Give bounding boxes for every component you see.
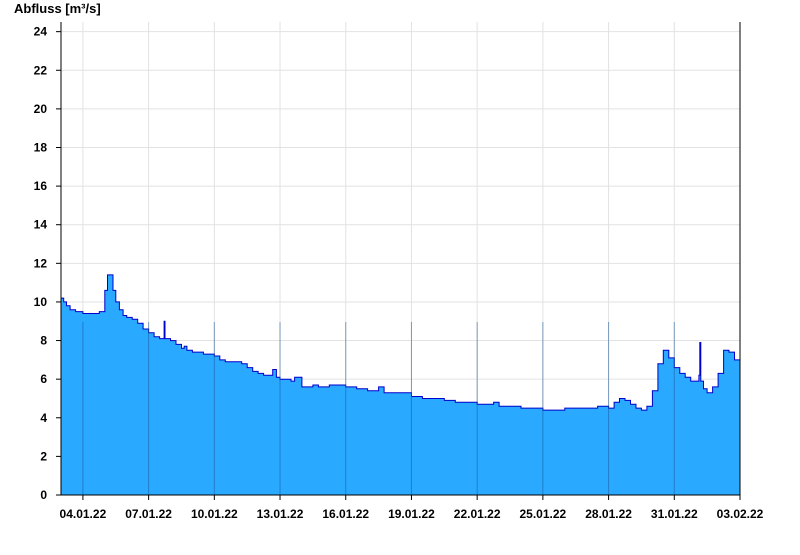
x-tick-label: 07.01.22 (125, 507, 172, 521)
x-tick-label: 10.01.22 (191, 507, 238, 521)
y-tick-label: 6 (40, 372, 47, 386)
x-tick-label: 25.01.22 (520, 507, 567, 521)
x-tick-label: 19.01.22 (388, 507, 435, 521)
y-tick-label: 0 (40, 488, 47, 502)
y-tick-label: 18 (34, 140, 48, 154)
series-area (61, 274, 740, 495)
y-tick-label: 16 (34, 179, 48, 193)
y-tick-label: 20 (34, 102, 48, 116)
x-tick-label: 03.02.22 (717, 507, 764, 521)
y-tick-label: 14 (34, 218, 48, 232)
y-axis-label: Abfluss [m³/s] (14, 1, 101, 16)
y-tick-label: 24 (34, 25, 48, 39)
y-tick-label: 22 (34, 63, 48, 77)
y-tick-label: 12 (34, 256, 48, 270)
y-tick-label: 10 (34, 295, 48, 309)
y-tick-label: 8 (40, 334, 47, 348)
y-tick-label: 2 (40, 449, 47, 463)
x-tick-label: 04.01.22 (60, 507, 107, 521)
x-tick-label: 13.01.22 (257, 507, 304, 521)
x-tick-label: 31.01.22 (651, 507, 698, 521)
y-tick-label: 4 (40, 411, 47, 425)
x-tick-label: 22.01.22 (454, 507, 501, 521)
x-tick-label: 16.01.22 (322, 507, 369, 521)
x-tick-label: 28.01.22 (585, 507, 632, 521)
